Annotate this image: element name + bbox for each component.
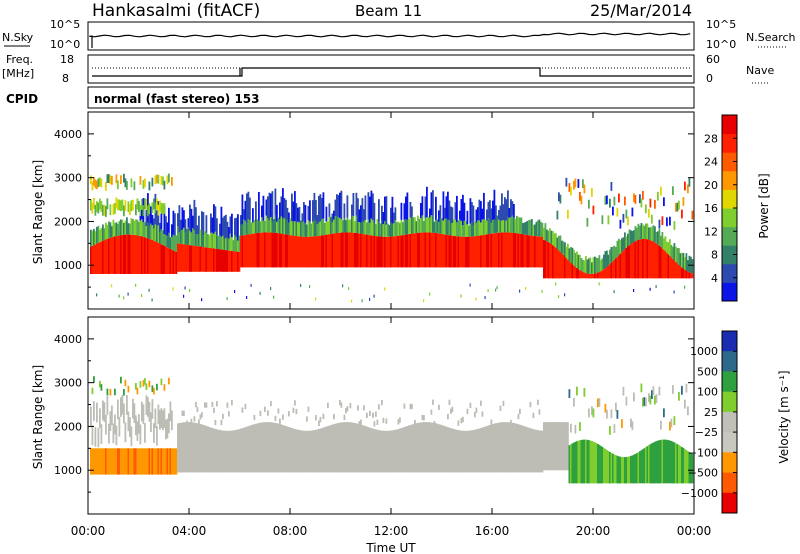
velocity-colorbar-tick-label: 500	[697, 365, 718, 378]
station-title: Hankasalmi (fitACF)	[92, 1, 260, 21]
x-tick-label: 04:00	[172, 524, 207, 538]
nave-bottom-tick: 0	[706, 72, 713, 85]
power-colorbar-segment	[722, 208, 737, 228]
velocity-colorbar-tick-label: −1000	[681, 487, 718, 500]
power-colorbar-tick-label: 12	[704, 225, 718, 238]
beam-title: Beam 11	[355, 2, 422, 20]
power-colorbar-tick-label: 24	[704, 156, 718, 169]
power-heatmap	[90, 173, 694, 303]
y-tick-label: 4000	[54, 333, 82, 346]
nsearch-top-tick: 10^5	[706, 18, 736, 31]
y-tick-label: 4000	[54, 128, 82, 141]
velocity-colorbar-segment	[722, 391, 737, 413]
nsky-top-tick: 10^5	[50, 18, 80, 31]
power-colorbar-segment	[722, 282, 737, 302]
velocity-colorbar-tick-label: 1000	[690, 345, 718, 358]
velocity-colorbar-segment	[722, 452, 737, 473]
power-colorbar-segment	[722, 226, 737, 246]
power-colorbar-segment	[722, 133, 737, 153]
x-tick-label: 12:00	[374, 524, 409, 538]
nsky-bottom-tick: 10^0	[50, 38, 80, 51]
power-y-axis: 1000 2000 3000 4000	[54, 128, 694, 288]
power-colorbar-tick-label: 4	[711, 272, 718, 285]
power-colorbar-segment	[722, 263, 737, 283]
cpid-text: normal (fast stereo) 153	[94, 92, 260, 106]
cpid-panel-frame	[87, 86, 695, 109]
time-x-axis: 00:00 04:00 08:00 12:00 16:00 20:00 00:00	[71, 112, 712, 538]
velocity-colorbar-segment	[722, 371, 737, 393]
power-colorbar-segment	[722, 170, 737, 190]
power-colorbar-segment	[722, 245, 737, 265]
freq-panel-frame	[87, 54, 695, 84]
power-colorbar-segment	[722, 152, 737, 172]
nsearch-bottom-tick: 10^0	[706, 38, 736, 51]
y-tick-label: 2000	[54, 420, 82, 433]
power-colorbar-tick-label: 16	[704, 202, 718, 215]
power-colorbar-tick-label: 8	[711, 249, 718, 262]
freq-bottom-tick: 8	[62, 72, 69, 85]
nsky-path	[89, 32, 691, 48]
velocity-colorbar-segment	[722, 492, 737, 514]
nsky-panel-frame	[87, 21, 695, 51]
velocity-colorbar-label: Velocity [m s⁻¹]	[777, 370, 791, 463]
power-colorbar: 4 8 12 16 20 24 28	[704, 114, 738, 302]
velocity-colorbar-segment	[722, 351, 737, 372]
velocity-colorbar-tick-label: 25	[704, 406, 718, 419]
nsky-trace	[89, 32, 691, 48]
y-tick-label: 3000	[54, 377, 82, 390]
x-tick-label: 08:00	[273, 524, 308, 538]
x-axis-label: Time UT	[365, 541, 416, 554]
y-tick-label: 2000	[54, 215, 82, 228]
freq-trace	[92, 67, 692, 77]
velocity-colorbar-segment	[722, 472, 737, 494]
date-title: 25/Mar/2014	[590, 1, 692, 20]
velocity-colorbar-tick-label: −100	[688, 446, 718, 459]
nsky-label: N.Sky	[2, 31, 34, 44]
power-colorbar-label: Power [dB]	[757, 173, 771, 238]
nave-label: Nave	[746, 64, 774, 77]
velocity-y-axis: 1000 2000 3000 4000	[54, 333, 694, 493]
velocity-panel-frame	[87, 316, 695, 515]
x-tick-label: 16:00	[475, 524, 510, 538]
freq-label-line2: [MHz]	[2, 67, 34, 80]
velocity-colorbar-tick-label: −500	[688, 467, 718, 480]
freq-label-line1: Freq.	[6, 53, 33, 66]
power-colorbar-tick-label: 20	[704, 179, 718, 192]
x-tick-label: 00:00	[71, 524, 106, 538]
velocity-colorbar-tick-label: 100	[697, 386, 718, 399]
velocity-heatmap	[90, 376, 694, 484]
y-tick-label: 1000	[54, 259, 82, 272]
velocity-colorbar-tick-label: −25	[695, 426, 718, 439]
nave-top-tick: 60	[706, 53, 720, 66]
y-tick-label: 1000	[54, 464, 82, 477]
power-colorbar-segment	[722, 189, 737, 209]
velocity-colorbar-segment	[722, 411, 737, 433]
nsearch-label: N.Search	[746, 31, 796, 44]
x-tick-label: 20:00	[576, 524, 611, 538]
power-colorbar-tick-label: 28	[704, 132, 718, 145]
velocity-colorbar: 1000 500 100 25 −25 −100 −500 −1000	[681, 330, 738, 514]
y-tick-label: 3000	[54, 172, 82, 185]
velocity-colorbar-segment	[722, 331, 737, 352]
cpid-label: CPID	[6, 92, 38, 106]
velocity-colorbar-segment	[722, 432, 737, 453]
power-colorbar-segment	[722, 115, 737, 135]
velocity-colorbar-frame	[721, 330, 738, 514]
freq-top-tick: 18	[60, 53, 74, 66]
velocity-y-label: Slant Range [km]	[31, 365, 45, 469]
power-y-label: Slant Range [km]	[31, 160, 45, 264]
x-tick-label: 00:00	[677, 524, 712, 538]
